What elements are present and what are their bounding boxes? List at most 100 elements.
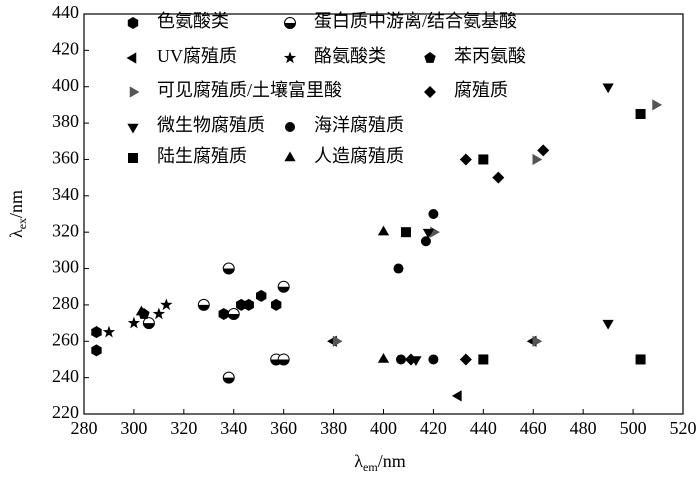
y-tick-label: 360	[52, 148, 79, 168]
marker-shape	[635, 109, 646, 119]
y-tick-label: 320	[52, 220, 79, 240]
marker	[135, 305, 148, 316]
marker-shape	[90, 325, 103, 336]
marker-shape	[393, 263, 404, 274]
y-tick-label: 220	[52, 402, 79, 422]
x-tick-label: 500	[620, 418, 647, 438]
marker	[602, 83, 614, 94]
marker	[222, 371, 235, 384]
marker	[102, 325, 116, 338]
marker-shape	[602, 319, 614, 330]
marker	[126, 52, 137, 64]
marker-shape	[198, 304, 210, 311]
x-tick-label: 480	[570, 418, 597, 438]
marker-shape	[377, 225, 390, 236]
marker-shape	[228, 314, 240, 320]
x-tick-label: 420	[420, 418, 447, 438]
marker	[424, 86, 436, 98]
x-tick-label: 380	[320, 418, 347, 438]
marker	[410, 356, 422, 366]
marker	[478, 354, 489, 365]
y-tick-label: 420	[52, 38, 79, 58]
marker-shape	[395, 354, 406, 365]
marker-shape	[424, 86, 436, 98]
marker-shape	[284, 151, 296, 162]
marker-shape	[256, 289, 267, 302]
marker-shape	[160, 298, 173, 311]
legend-label: 陆生腐殖质	[157, 145, 247, 166]
marker-shape	[223, 268, 235, 275]
marker-shape	[377, 352, 390, 363]
marker	[492, 171, 505, 184]
marker	[635, 354, 646, 365]
marker-shape	[278, 286, 290, 293]
marker-shape	[102, 325, 116, 338]
marker-shape	[459, 153, 472, 166]
marker	[635, 109, 646, 119]
marker-shape	[143, 323, 155, 329]
marker	[537, 144, 550, 157]
marker	[285, 122, 295, 132]
marker-shape	[284, 23, 296, 29]
marker-shape	[128, 153, 138, 163]
x-tick-label: 280	[71, 418, 98, 438]
marker	[377, 225, 390, 236]
marker	[277, 280, 290, 293]
marker	[91, 344, 102, 357]
marker-shape	[492, 171, 505, 184]
marker-shape	[459, 353, 472, 366]
marker	[284, 151, 296, 162]
marker	[459, 353, 472, 366]
marker-shape	[223, 377, 235, 384]
marker	[128, 153, 138, 163]
marker-shape	[278, 359, 290, 365]
marker	[129, 86, 140, 98]
marker-shape	[91, 344, 102, 357]
marker	[243, 298, 254, 311]
marker-shape	[424, 52, 436, 63]
marker	[160, 298, 173, 311]
legend-label: 人造腐殖质	[314, 145, 404, 166]
marker-shape	[152, 307, 166, 320]
x-tick-label: 340	[220, 418, 247, 438]
marker-shape	[478, 154, 489, 165]
marker-shape	[129, 86, 140, 98]
marker	[142, 317, 155, 330]
x-tick-label: 300	[120, 418, 147, 438]
marker-shape	[410, 356, 422, 366]
marker	[478, 154, 489, 165]
y-tick-label: 260	[52, 329, 79, 349]
legend-label: 酪氨酸类	[314, 46, 386, 66]
marker	[222, 262, 235, 275]
marker-shape	[126, 52, 137, 64]
marker-shape	[537, 144, 550, 157]
marker	[602, 319, 614, 330]
marker-shape	[602, 83, 614, 94]
marker-shape	[532, 335, 543, 347]
marker-shape	[478, 354, 489, 365]
marker-shape	[635, 354, 646, 365]
x-label-subscript: em	[363, 460, 378, 474]
y-axis-label: λex/nm	[6, 190, 29, 238]
marker-shape	[127, 123, 139, 134]
marker	[127, 123, 139, 134]
legend-label: 可见腐殖质/土壤富里酸	[157, 79, 342, 100]
y-tick-label: 400	[52, 75, 79, 95]
marker	[127, 17, 139, 29]
y-label-subscript: ex	[15, 218, 29, 229]
marker-shape	[270, 298, 282, 311]
marker	[424, 52, 436, 63]
marker	[395, 354, 406, 365]
x-tick-label: 400	[370, 418, 397, 438]
marker	[377, 352, 390, 363]
marker-shape	[332, 335, 343, 347]
marker	[283, 51, 297, 64]
y-label-symbol: λ	[6, 229, 26, 238]
legend-label: 海洋腐殖质	[314, 114, 404, 135]
marker-shape	[652, 99, 663, 111]
y-tick-label: 440	[52, 2, 79, 22]
y-tick-label: 240	[52, 366, 79, 386]
marker	[420, 236, 431, 247]
